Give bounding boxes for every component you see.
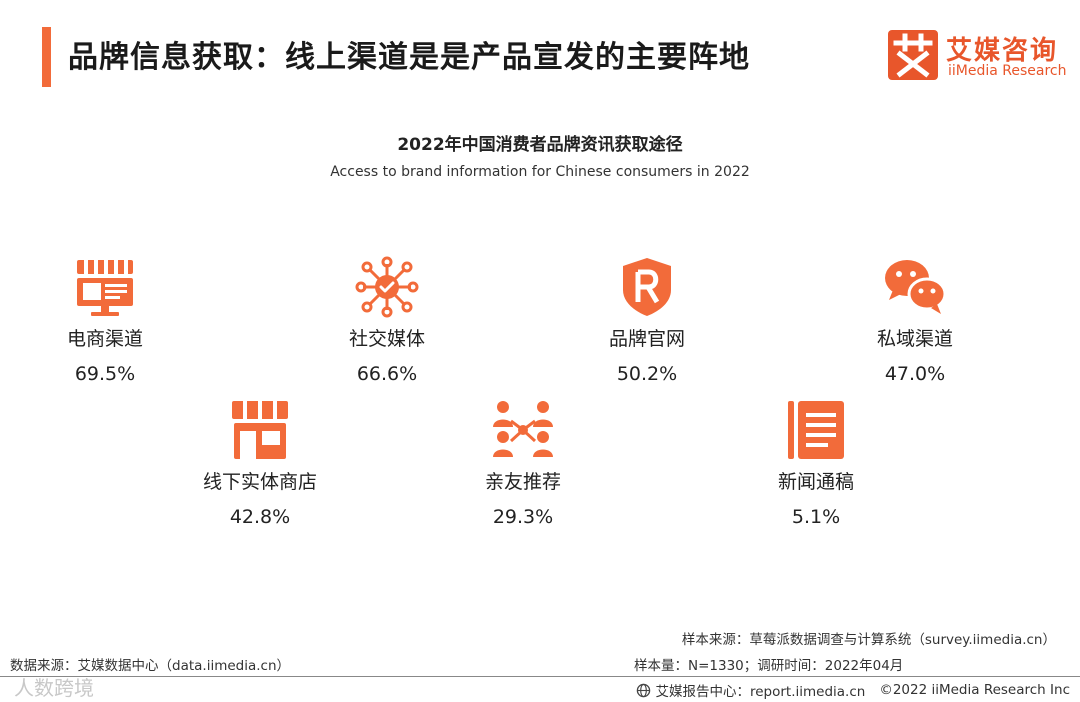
sample-size-note: 样本量：N=1330；调研时间：2022年04月 xyxy=(634,658,904,674)
storefront-screen-icon xyxy=(77,260,133,316)
footer-divider xyxy=(0,676,1080,677)
chart-item-label: 线下实体商店 xyxy=(202,471,317,493)
chart-item-private-domain: 私域渠道 47.0% xyxy=(815,256,1015,385)
chart-item-label: 品牌官网 xyxy=(608,328,685,350)
registered-shield-icon xyxy=(623,258,671,316)
title-accent-bar xyxy=(42,27,51,87)
chart-item-social-media: 社交媒体 66.6% xyxy=(287,256,487,385)
footer-bar: 艾媒报告中心：report.iimedia.cn ©2022 iiMedia R… xyxy=(636,680,1070,700)
data-source-note: 数据来源：艾媒数据中心（data.iimedia.cn） xyxy=(10,658,291,674)
chart-item-ecommerce: 电商渠道 69.5% xyxy=(5,256,205,385)
chart-item-value: 47.0% xyxy=(884,363,946,385)
chart-item-value: 50.2% xyxy=(616,363,678,385)
chart-item-value: 29.3% xyxy=(492,506,554,528)
watermark: 人数跨境 xyxy=(14,676,94,700)
chart-title: 2022年中国消费者品牌资讯获取途径 xyxy=(397,135,683,155)
chart-item-label: 社交媒体 xyxy=(348,328,425,350)
wechat-chat-icon xyxy=(885,260,947,314)
globe-icon xyxy=(637,683,651,697)
chart-item-value: 69.5% xyxy=(74,363,136,385)
chart-item-label: 私域渠道 xyxy=(876,328,953,350)
chart-subtitle: Access to brand information for Chinese … xyxy=(330,164,750,180)
chart-item-offline-store: 线下实体商店 42.8% xyxy=(160,399,360,528)
iimedia-logo: 艾媒咨询 iiMedia Research xyxy=(888,30,1067,80)
chart-item-value: 66.6% xyxy=(356,363,418,385)
people-network-icon xyxy=(493,401,553,457)
social-network-icon xyxy=(355,256,419,318)
copyright-text: ©2022 iiMedia Research Inc xyxy=(879,682,1070,698)
sample-source-note: 样本来源：草莓派数据调查与计算系统（survey.iimedia.cn） xyxy=(681,632,1056,648)
logo-name-cn: 艾媒咨询 xyxy=(946,36,1059,66)
logo-mark-glyph-icon xyxy=(893,33,933,78)
chart-item-label: 亲友推荐 xyxy=(484,471,561,493)
store-icon xyxy=(232,401,288,459)
chart-item-friend-referral: 亲友推荐 29.3% xyxy=(423,399,623,528)
chart-item-official-website: 品牌官网 50.2% xyxy=(547,256,747,385)
chart-item-press-release: 新闻通稿 5.1% xyxy=(716,399,916,528)
page-title: 品牌信息获取：线上渠道是是产品宣发的主要阵地 xyxy=(68,40,750,75)
chart-item-value: 42.8% xyxy=(229,506,291,528)
logo-name-en: iiMedia Research xyxy=(948,63,1067,79)
report-center-link[interactable]: 艾媒报告中心：report.iimedia.cn xyxy=(655,684,866,700)
chart-item-value: 5.1% xyxy=(791,506,841,528)
chart-item-label: 电商渠道 xyxy=(66,328,143,350)
logo-mark xyxy=(888,30,938,80)
chart-item-label: 新闻通稿 xyxy=(777,471,854,493)
news-document-icon xyxy=(788,401,844,459)
